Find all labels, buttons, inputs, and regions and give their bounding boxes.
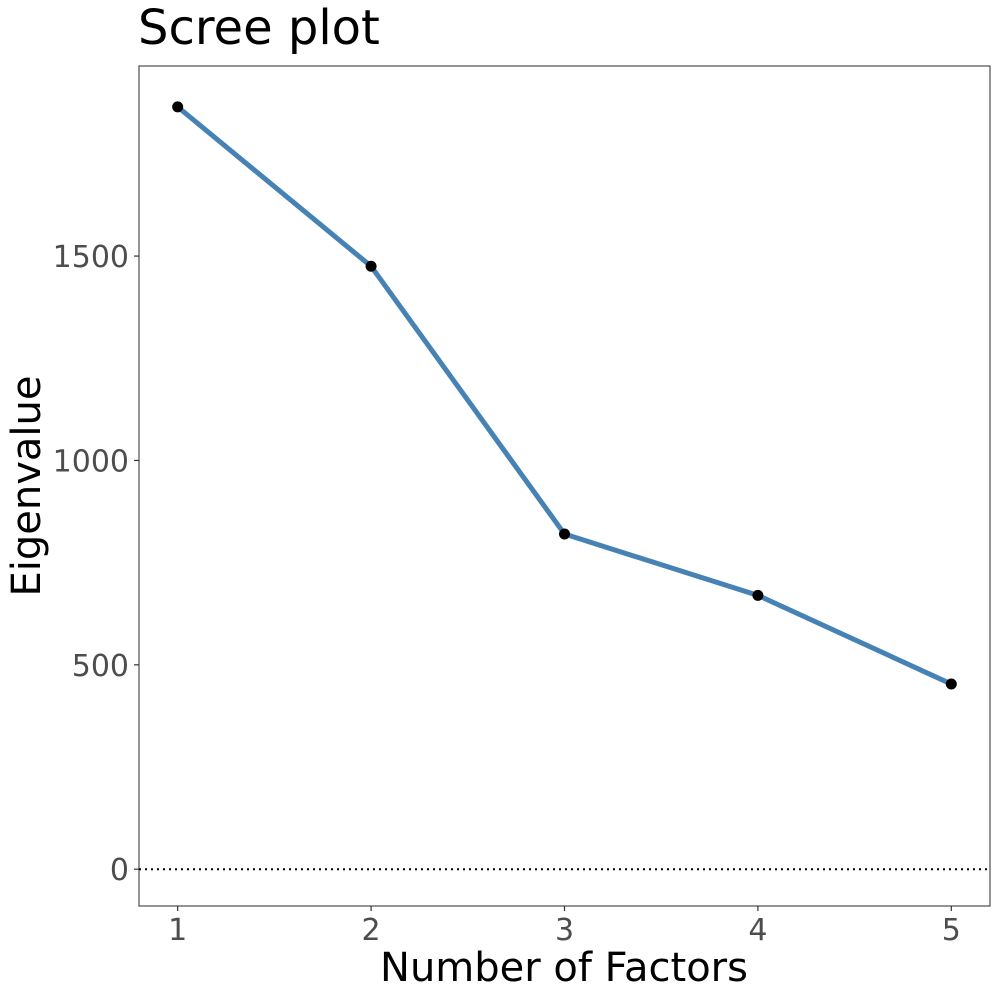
plot-panel: [138, 65, 991, 907]
y-axis-title: Eigenvalue: [4, 376, 50, 597]
y-tick-label-1000: 1000: [53, 444, 129, 479]
data-point-4: [752, 589, 764, 601]
x-tick-label-5: 5: [942, 913, 961, 948]
data-point-5: [945, 678, 957, 690]
x-axis-title: Number of Factors: [380, 945, 748, 991]
x-tick-label-4: 4: [748, 913, 767, 948]
data-point-1: [172, 101, 184, 113]
chart-title: Scree plot: [138, 0, 380, 56]
y-tick-label-1500: 1500: [53, 240, 129, 275]
data-point-3: [559, 528, 570, 540]
y-axis-ticks: 0 500 1000 1500: [53, 240, 139, 888]
x-tick-label-2: 2: [362, 913, 381, 948]
x-axis-ticks: 1 2 3 4 5: [168, 906, 961, 948]
data-point-2: [365, 260, 377, 272]
y-tick-label-0: 0: [110, 853, 129, 888]
data-points-layer: [172, 101, 957, 690]
series-line: [175, 104, 954, 687]
x-tick-label-3: 3: [555, 913, 574, 948]
y-tick-label-500: 500: [72, 649, 129, 684]
series-line-layer: [175, 104, 954, 687]
x-tick-label-1: 1: [168, 913, 187, 948]
